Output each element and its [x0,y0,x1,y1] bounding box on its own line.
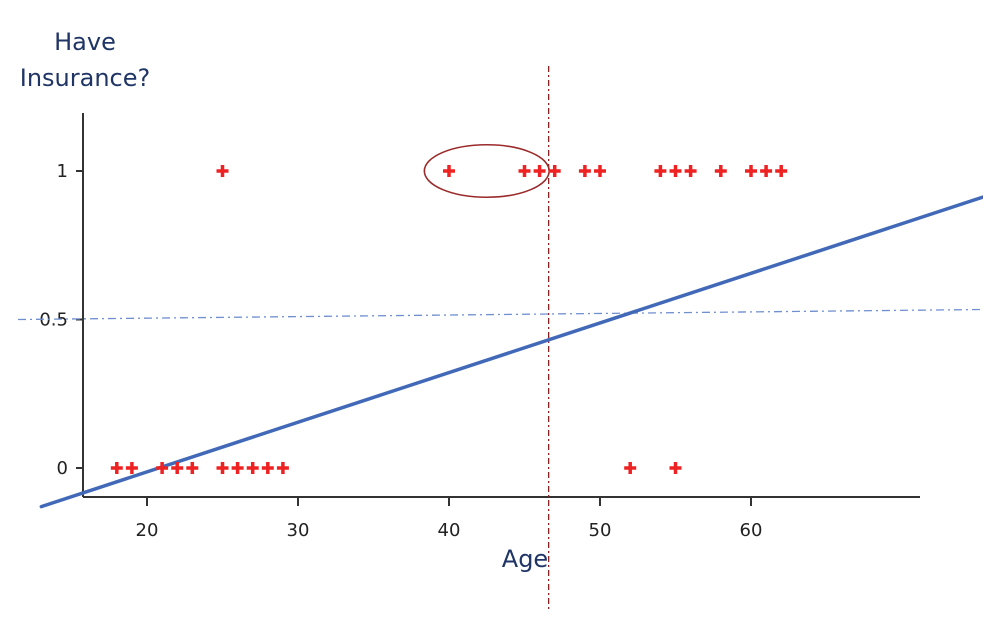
data-point [594,165,606,177]
data-point [518,165,531,177]
x-tick-label: 40 [438,520,461,541]
regression-line [39,195,983,509]
threshold-line-horizontal [17,308,983,321]
x-axis-title: Age [501,545,549,573]
data-point [216,165,229,177]
data-point [745,165,757,177]
data-point [775,165,788,177]
data-point [261,462,274,474]
x-tick-label: 20 [136,520,159,541]
y-tick-label: 1 [57,161,68,182]
data-point [231,462,244,474]
data-point [684,165,697,177]
guide-lines [17,66,983,612]
data-point [669,165,682,177]
data-point [578,165,591,177]
data-point [186,462,199,474]
data-point [246,462,259,474]
data-point [276,462,289,474]
scatter-series [110,165,788,474]
y-axis-title: Have Insurance? [0,24,170,96]
y-tick-label: 0.5 [39,310,68,331]
data-point [156,462,169,474]
data-point [669,462,682,474]
data-point [216,462,229,474]
x-tick-label: 50 [589,520,612,541]
x-tick-label: 30 [287,520,310,541]
axes: 20304050608000.51 [39,113,920,541]
data-point [171,462,184,474]
data-point [760,165,773,177]
data-point [125,462,138,474]
data-point [533,165,546,177]
data-point [110,462,123,474]
y-axis-title-line-1: Have [54,28,116,56]
data-point [443,165,455,177]
data-point [654,165,667,177]
y-tick-label: 0 [57,458,68,479]
data-point [714,165,727,177]
data-point [624,462,637,474]
y-axis-title-line-2: Insurance? [19,64,151,92]
x-tick-label: 60 [740,520,763,541]
data-point [548,165,561,177]
